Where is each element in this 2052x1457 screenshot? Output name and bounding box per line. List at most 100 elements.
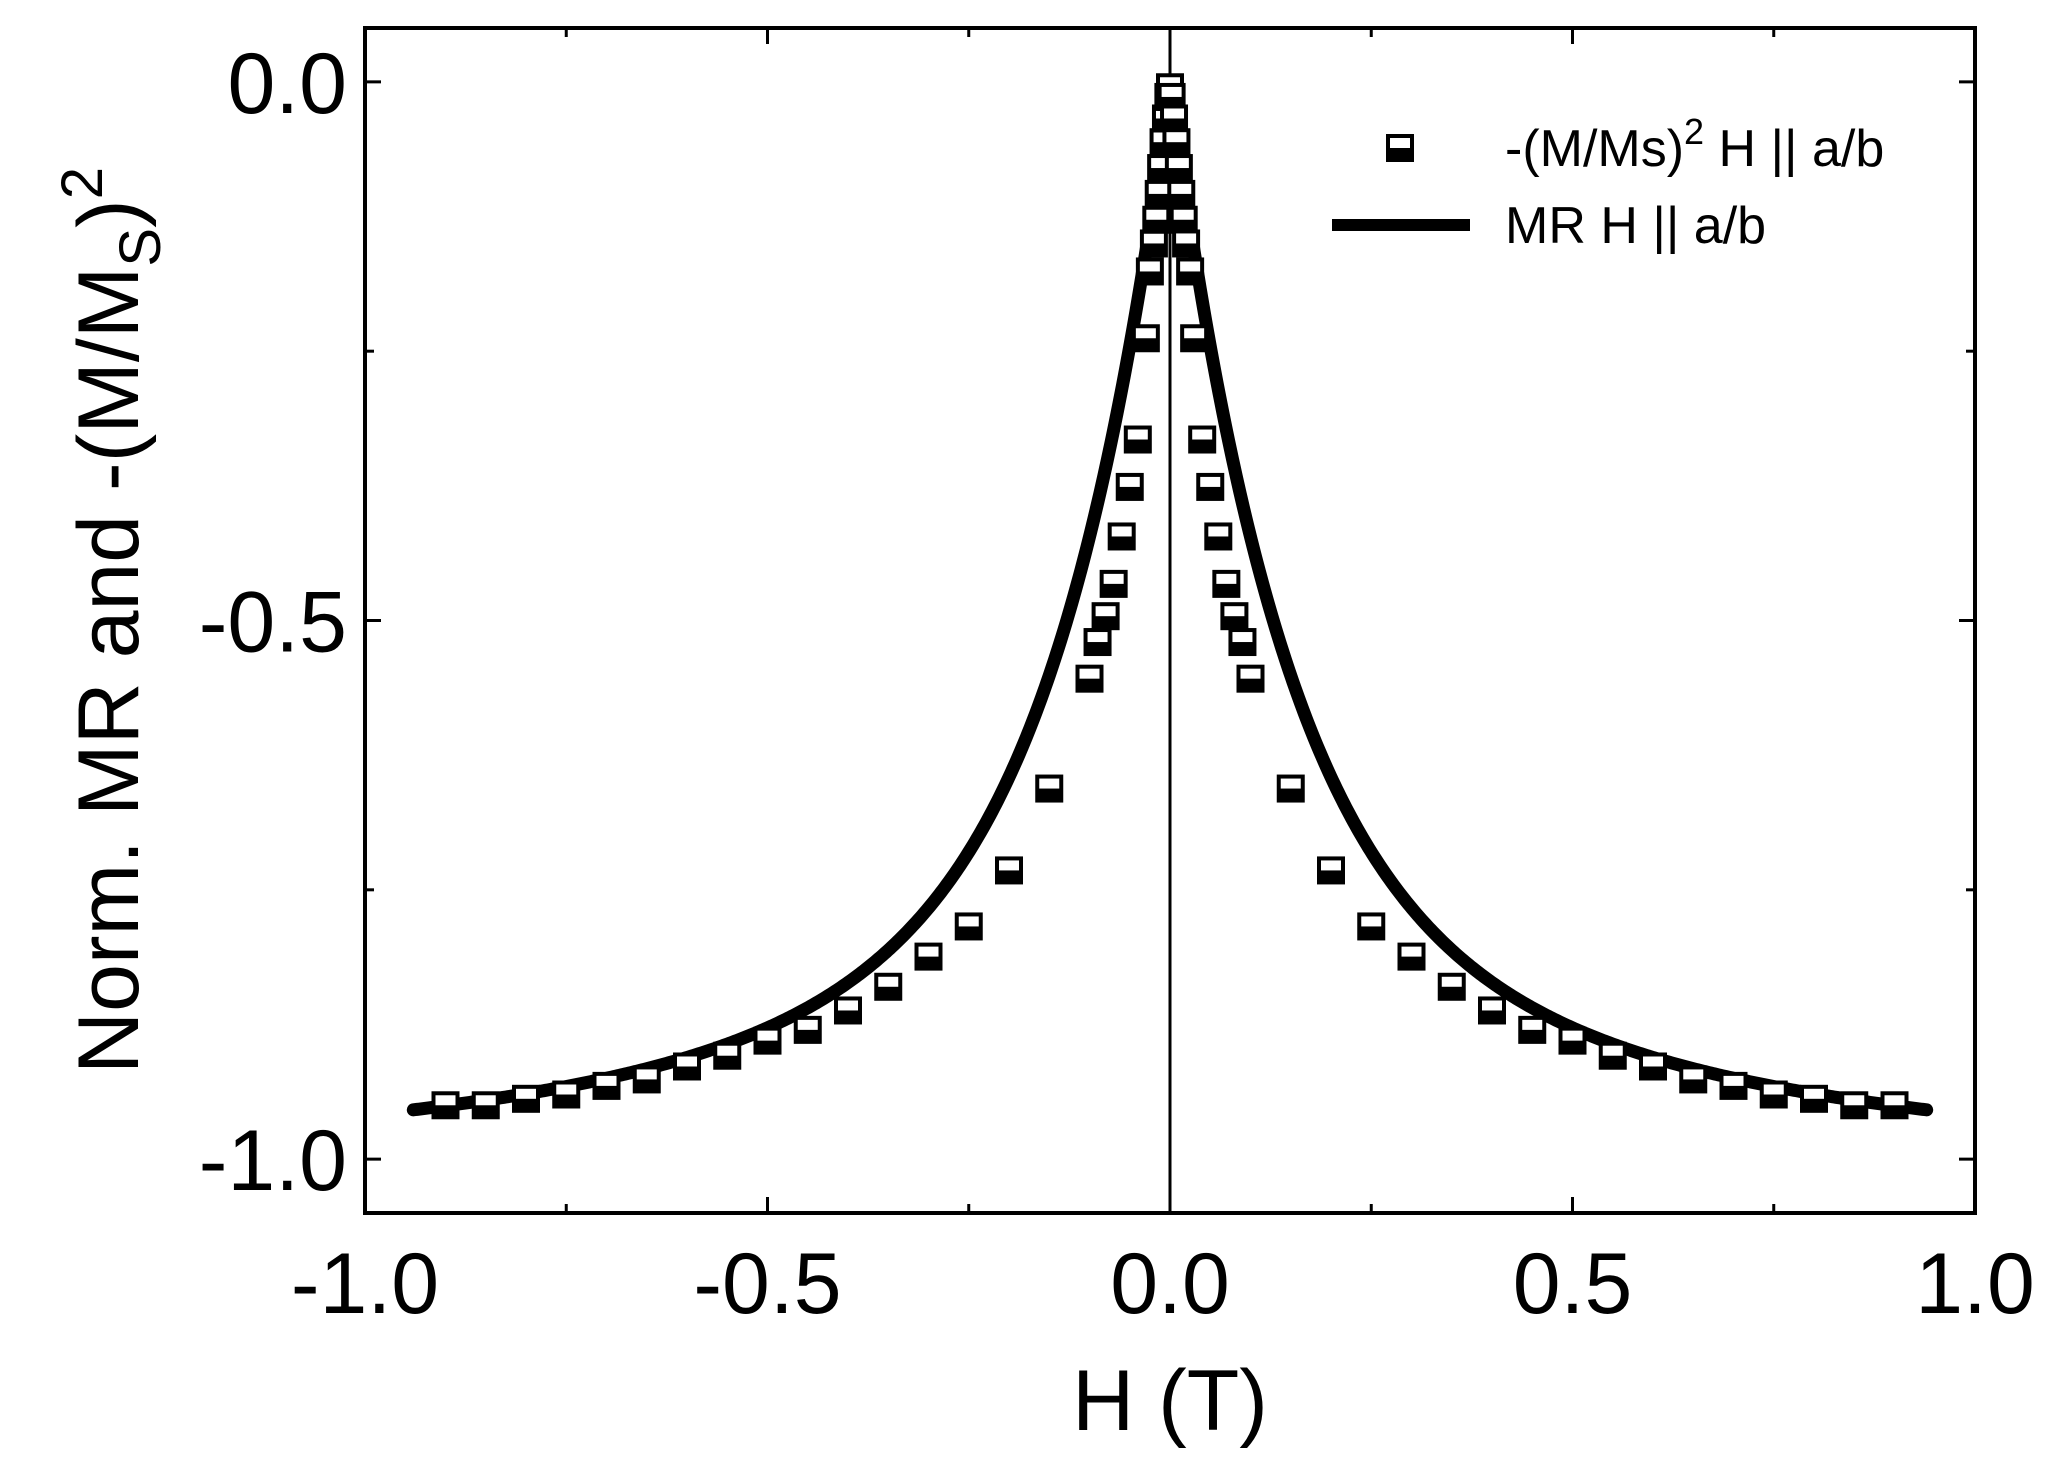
y-axis-title-subscript: S: [108, 228, 173, 267]
marker-fill: [1721, 1085, 1746, 1098]
tick-labels: -1.0 -0.5 0.0 0.5 1.0 0.0 -0.5 -1.0: [199, 36, 2035, 1332]
data-point: [1188, 425, 1217, 454]
y-tick-label: -0.5: [199, 575, 347, 671]
legend-label-magnetization: -(M/Ms)2 H || a/b: [1505, 111, 1884, 178]
legend-label-mr: MR H || a/b: [1505, 197, 1766, 255]
data-point: [1598, 1041, 1627, 1070]
data-point: [753, 1026, 782, 1055]
data-point: [1135, 257, 1164, 286]
data-point: [552, 1080, 581, 1109]
data-point: [1357, 912, 1386, 941]
data-point: [1759, 1080, 1788, 1109]
marker-fill: [1761, 1094, 1786, 1107]
data-point: [1679, 1065, 1708, 1094]
data-point: [1220, 602, 1249, 631]
data-point: [1840, 1091, 1869, 1120]
data-point: [914, 942, 943, 971]
data-point: [1164, 154, 1193, 183]
data-point: [1035, 774, 1064, 803]
y-tick-label: -1.0: [199, 1113, 347, 1209]
marker-fill: [1164, 142, 1189, 155]
data-point: [673, 1052, 701, 1081]
data-point: [1196, 472, 1225, 501]
data-point: [1204, 522, 1233, 551]
data-point: [1558, 1026, 1587, 1055]
data-point: [1107, 522, 1136, 551]
data-point: [1075, 664, 1104, 693]
data-point: [1115, 472, 1144, 501]
data-point: [1123, 425, 1152, 454]
marker-fill: [1117, 486, 1142, 499]
data-point: [1131, 324, 1160, 353]
x-tick-label: 0.5: [1513, 1236, 1633, 1332]
data-point: [793, 1015, 822, 1044]
data-point: [1719, 1071, 1748, 1100]
data-point: [471, 1091, 500, 1120]
y-axis-title-main: Norm. MR and -(M/M: [61, 267, 157, 1074]
marker-fill: [1681, 1079, 1706, 1092]
marker-fill: [1206, 536, 1231, 549]
data-point: [1139, 229, 1168, 258]
marker-fill: [1190, 439, 1215, 452]
data-point: [1397, 942, 1426, 971]
data-point: [1099, 569, 1128, 598]
marker-fill: [1388, 148, 1412, 160]
marker-fill: [1359, 926, 1384, 939]
marker-fill: [514, 1098, 538, 1111]
data-point: [954, 912, 983, 941]
marker-fill: [1077, 678, 1102, 691]
marker-fill: [1238, 678, 1263, 691]
marker-fill: [876, 986, 901, 999]
marker-fill: [1278, 788, 1303, 801]
data-point: [1142, 205, 1171, 234]
marker-fill: [554, 1094, 579, 1107]
marker-fill: [1137, 271, 1162, 284]
data-point: [1880, 1091, 1909, 1120]
data-point: [1180, 324, 1209, 353]
data-point: [1276, 774, 1305, 803]
marker-fill: [1174, 243, 1199, 256]
data-point: [1162, 128, 1191, 157]
marker-fill: [916, 956, 941, 969]
data-point: [1160, 104, 1189, 133]
data-point: [1437, 972, 1466, 1001]
y-axis-title-close: ): [61, 199, 157, 228]
data-point: [1518, 1015, 1547, 1044]
data-point: [431, 1091, 460, 1120]
marker-fill: [1162, 118, 1187, 131]
series-magnetization-markers: [431, 73, 1909, 1120]
data-point: [713, 1041, 742, 1070]
marker-fill: [1169, 193, 1194, 206]
data-point: [1169, 205, 1198, 234]
data-point: [1176, 257, 1205, 286]
marker-fill: [1171, 219, 1196, 232]
marker-fill: [997, 870, 1021, 883]
marker-fill: [1146, 193, 1171, 206]
marker-fill: [1439, 986, 1464, 999]
marker-fill: [715, 1055, 740, 1068]
x-tick-label: -0.5: [693, 1236, 841, 1332]
data-point: [1317, 856, 1345, 885]
data-point: [632, 1065, 661, 1094]
x-tick-label: 1.0: [1915, 1236, 2035, 1332]
marker-fill: [1480, 1010, 1504, 1023]
marker-fill: [1600, 1055, 1625, 1068]
x-axis-title: H (T): [1072, 1353, 1268, 1449]
marker-fill: [675, 1066, 699, 1079]
data-point: [1800, 1084, 1828, 1113]
legend: -(M/Ms)2 H || a/b MR H || a/b: [1332, 111, 1884, 255]
data-point: [1212, 569, 1241, 598]
axis-ticks: [363, 28, 1977, 1213]
x-tick-label: -1.0: [291, 1236, 439, 1332]
marker-fill: [1230, 642, 1255, 655]
marker-fill: [1093, 616, 1118, 629]
marker-fill: [1178, 271, 1203, 284]
marker-fill: [1222, 616, 1247, 629]
marker-fill: [755, 1040, 780, 1053]
marker-fill: [795, 1029, 820, 1042]
marker-fill: [1882, 1105, 1907, 1118]
marker-fill: [1802, 1098, 1826, 1111]
marker-fill: [594, 1085, 619, 1098]
marker-fill: [1182, 338, 1207, 351]
data-point: [592, 1071, 621, 1100]
